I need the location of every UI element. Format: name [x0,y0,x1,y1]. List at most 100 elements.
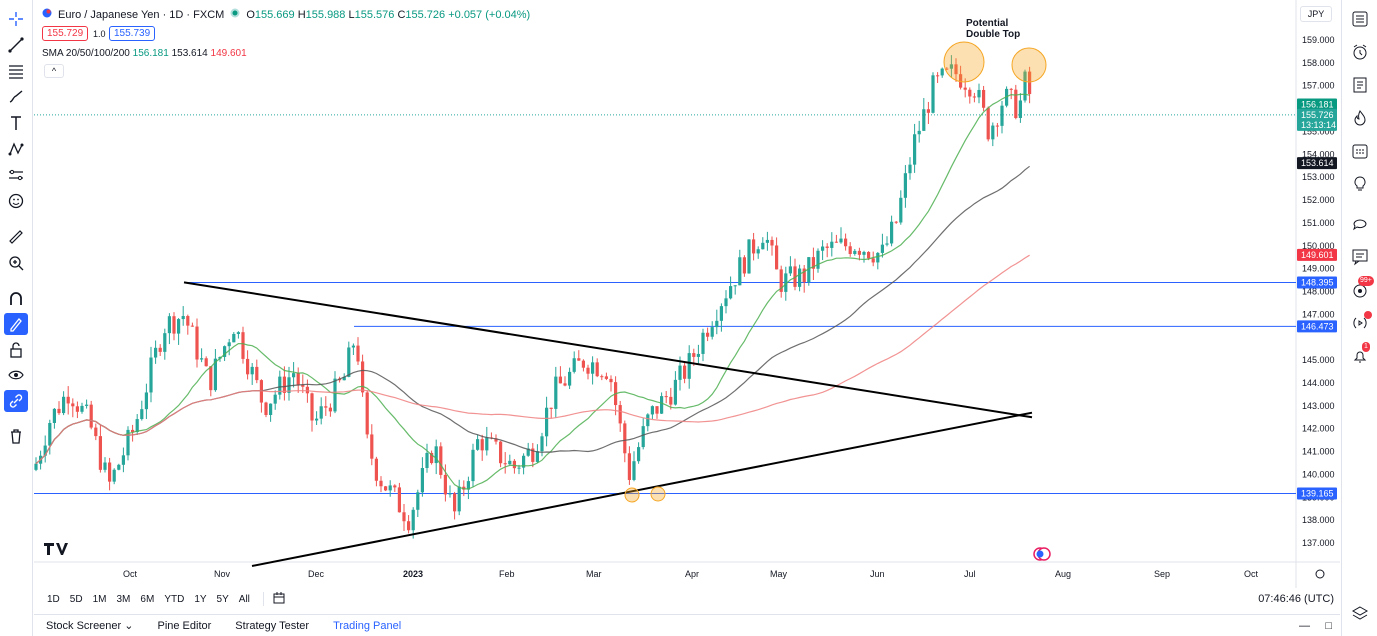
utc-clock[interactable]: 07:46:46 (UTC) [1258,593,1334,605]
ohlc-values: O155.669 H155.988 L155.576 C155.726 +0.0… [246,8,531,21]
maximize-panel-icon[interactable]: □ [1325,619,1332,632]
range-1y[interactable]: 1Y [194,593,207,605]
symbol-title[interactable]: Euro / Japanese Yen · 1D · FXCM [58,8,225,21]
emoji-icon[interactable] [4,190,28,212]
left-drawing-toolbar [0,0,33,636]
time-axis-label: Aug [1055,569,1071,579]
watchlist-icon[interactable] [1348,7,1372,31]
candle-body [374,458,378,481]
candle-body [172,316,176,334]
range-5y[interactable]: 5Y [216,593,229,605]
tab-trading-panel[interactable]: Trading Panel [333,619,402,632]
candle-body [213,358,217,391]
candle-body [301,384,305,387]
candle-body [434,446,438,464]
lock-icon[interactable] [4,339,28,361]
candle-body [802,268,806,283]
candle-body [563,383,567,386]
layers-icon[interactable] [1348,602,1372,626]
chats-icon[interactable] [1348,212,1372,236]
tab-pine-editor[interactable]: Pine Editor [157,619,212,632]
prediction-icon[interactable] [4,164,28,186]
tradingview-logo [44,542,70,560]
hotlist-fire-icon[interactable] [1348,106,1372,130]
data-window-icon[interactable] [1348,73,1372,97]
candle-body [991,125,995,140]
text-tool-icon[interactable] [4,112,28,134]
price-axis-label: 141.000 [1302,447,1335,457]
candle-body [448,493,452,495]
trash-icon[interactable] [4,425,28,447]
eye-icon[interactable] [4,364,28,386]
currency-selector[interactable]: JPY [1300,6,1332,22]
range-bar: 1D 5D 1M 3M 6M YTD 1Y 5Y All 07:46:46 (U… [34,588,1340,610]
candle-body [922,109,926,131]
range-ytd[interactable]: YTD [164,593,185,605]
candle-body [526,448,530,456]
candle-body [287,377,291,393]
range-1m[interactable]: 1M [92,593,107,605]
fib-retracement-icon[interactable] [4,60,28,82]
candle-body [462,486,466,490]
notifications-bell-icon[interactable]: 1 [1348,342,1372,368]
candle-body [384,486,388,491]
candle-body [609,378,613,383]
calendar-icon[interactable] [1348,139,1372,163]
brush-icon[interactable] [4,86,28,108]
collapse-legend-button[interactable]: ^ [44,64,64,78]
sma-legend[interactable]: SMA 20/50/100/200 156.181 153.614 149.60… [42,48,247,59]
candle-body [650,406,654,415]
candle-body [710,327,714,337]
streams-icon[interactable] [1348,311,1372,335]
magnet-icon[interactable] [4,288,28,310]
sell-button[interactable]: 155.729 [42,26,89,41]
double-top-annotation[interactable]: Potential Double Top [966,18,1021,40]
candle-body [121,455,125,465]
trend-line-icon[interactable] [4,34,28,56]
time-axis-label: Apr [685,569,699,579]
date-range-icon[interactable] [272,591,286,608]
chart-pane[interactable]: 159.000158.000157.000156.000155.000154.0… [34,0,1340,612]
ideas-lightbulb-icon[interactable] [1348,172,1372,196]
candle-body [131,429,135,432]
price-axis-label: 140.000 [1302,469,1335,479]
pattern-icon[interactable] [4,138,28,160]
crosshair-icon[interactable] [4,8,28,30]
alerts-icon[interactable]: 99+ [1348,276,1374,302]
price-chart[interactable]: 159.000158.000157.000156.000155.000154.0… [34,0,1340,612]
candle-body [328,407,332,412]
stay-in-drawing-mode-icon[interactable] [4,313,28,335]
candle-body [586,367,590,374]
price-tag-bg [1297,98,1337,111]
notes-icon[interactable] [1348,245,1372,269]
range-3m[interactable]: 3M [116,593,131,605]
candle-body [48,422,52,446]
candle-body [692,353,696,357]
candle-body [669,396,673,405]
candle-body [959,74,963,88]
candle-body [793,266,797,287]
ruler-icon[interactable] [4,226,28,248]
alarm-clock-icon[interactable] [1348,40,1372,64]
time-axis-label: Dec [308,569,325,579]
candle-body [466,481,470,490]
zoom-in-icon[interactable] [4,252,28,274]
link-icon[interactable] [4,390,28,412]
minimize-panel-icon[interactable]: — [1299,619,1310,632]
candle-body [522,455,526,468]
candle-body [807,257,811,283]
candle-body [876,252,880,263]
range-1d[interactable]: 1D [47,593,60,605]
sma50-line [35,165,1030,465]
candle-body [880,244,884,253]
candle-body [568,371,572,386]
buy-button[interactable]: 155.739 [109,26,156,41]
candle-body [646,414,650,427]
range-6m[interactable]: 6M [140,593,155,605]
tab-strategy-tester[interactable]: Strategy Tester [235,619,310,632]
range-5d[interactable]: 5D [69,593,83,605]
tab-stock-screener[interactable]: Stock Screener ⌄ [46,620,134,632]
range-all[interactable]: All [238,593,250,605]
symbol-legend: Euro / Japanese Yen · 1D · FXCM O155.669… [42,8,530,21]
time-axis-label: Sep [1154,569,1170,579]
